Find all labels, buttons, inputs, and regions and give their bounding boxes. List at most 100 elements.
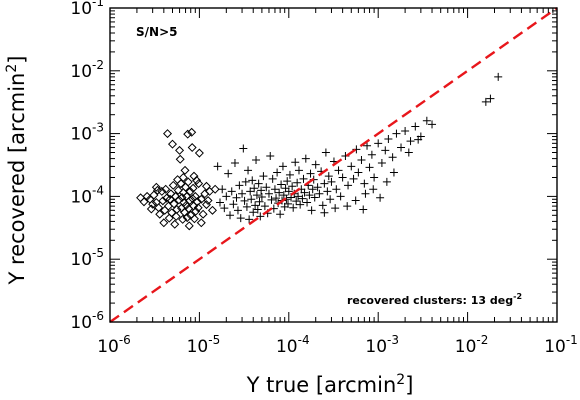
plus-data-point bbox=[397, 143, 406, 152]
diamond-data-point bbox=[194, 148, 204, 158]
plus-data-point bbox=[254, 179, 263, 188]
plus-data-point bbox=[334, 166, 343, 175]
plus-data-point bbox=[288, 182, 297, 191]
plus-data-point bbox=[222, 192, 231, 201]
plus-data-point bbox=[320, 208, 329, 217]
diamond-data-point bbox=[210, 184, 220, 194]
plus-data-point bbox=[277, 180, 286, 189]
plus-data-point bbox=[486, 94, 495, 103]
plus-data-point bbox=[363, 141, 372, 150]
diamond-data-point bbox=[158, 196, 168, 206]
plus-data-point bbox=[384, 135, 393, 144]
plus-data-point bbox=[365, 163, 374, 172]
plus-data-point bbox=[257, 186, 266, 195]
x-tick-label-exponent: -3 bbox=[387, 333, 399, 347]
plus-data-point bbox=[294, 166, 303, 175]
x-tick-label: 10-4 bbox=[276, 333, 310, 357]
plus-data-point bbox=[267, 195, 276, 204]
plus-data-point bbox=[349, 174, 358, 183]
plus-data-point bbox=[251, 201, 260, 210]
plus-data-point bbox=[401, 127, 410, 136]
plus-data-point bbox=[382, 177, 391, 186]
diamond-data-point bbox=[168, 180, 178, 190]
plus-data-point bbox=[275, 188, 284, 197]
diamond-data-point bbox=[151, 182, 161, 192]
plus-data-point bbox=[241, 177, 250, 186]
plus-data-point bbox=[344, 181, 353, 190]
diamond-data-point bbox=[189, 171, 199, 181]
y-tick-labels: 10-610-510-410-310-210-1 bbox=[70, 0, 104, 333]
plus-data-point bbox=[262, 183, 271, 192]
plus-data-point bbox=[324, 172, 333, 181]
y-tick-label-base: 10 bbox=[70, 313, 92, 333]
diamond-data-point bbox=[178, 172, 188, 183]
x-tick-label: 10-5 bbox=[187, 333, 221, 357]
plus-data-point bbox=[308, 185, 317, 194]
diamond-data-point bbox=[174, 195, 184, 205]
plus-data-point bbox=[230, 159, 239, 168]
plus-data-point bbox=[381, 146, 390, 155]
plus-data-point bbox=[294, 192, 303, 201]
plus-data-point bbox=[360, 179, 369, 188]
plus-data-point bbox=[253, 205, 262, 214]
diamond-data-point bbox=[201, 181, 211, 191]
diamond-data-point bbox=[175, 154, 185, 164]
diamond-data-point bbox=[183, 177, 193, 187]
plus-data-point bbox=[422, 116, 431, 125]
plus-data-point bbox=[257, 192, 266, 201]
diamond-data-point bbox=[194, 179, 204, 189]
y-tick-label-base: 10 bbox=[70, 62, 92, 82]
plus-data-point bbox=[323, 187, 332, 196]
x-tick-label-base: 10 bbox=[544, 337, 566, 357]
diamond-data-point bbox=[184, 221, 194, 231]
plus-data-point bbox=[481, 97, 490, 106]
plus-data-point bbox=[285, 170, 294, 179]
plus-data-point bbox=[321, 148, 330, 157]
plus-data-point bbox=[300, 188, 309, 197]
plus-data-point bbox=[255, 197, 264, 206]
plus-data-point bbox=[252, 191, 261, 200]
plus-data-point bbox=[332, 185, 341, 194]
plus-data-point bbox=[347, 162, 356, 171]
y-tick-label-exponent: -5 bbox=[92, 246, 104, 260]
plus-data-point bbox=[245, 215, 254, 224]
plus-data-point bbox=[343, 202, 352, 211]
plus-data-point bbox=[248, 176, 257, 185]
diamond-data-point bbox=[155, 209, 165, 219]
x-tick-label-base: 10 bbox=[365, 337, 387, 357]
plus-data-point bbox=[292, 197, 301, 206]
diamond-data-point bbox=[177, 193, 187, 203]
diamond-data-point bbox=[207, 205, 217, 215]
diamond-data-point bbox=[178, 214, 188, 224]
plus-data-point bbox=[377, 159, 386, 168]
plus-data-point bbox=[296, 200, 305, 209]
y-tick-label: 10-3 bbox=[70, 121, 104, 145]
plus-data-point bbox=[236, 214, 245, 223]
plus-data-point bbox=[392, 129, 401, 138]
plot-frame bbox=[109, 7, 558, 323]
diamond-data-point bbox=[180, 165, 190, 175]
x-tick-label: 10-2 bbox=[455, 333, 489, 357]
plus-data-point bbox=[289, 203, 298, 212]
y-tick-label: 10-2 bbox=[70, 58, 104, 82]
y-tick-label-exponent: -4 bbox=[92, 183, 104, 197]
plus-data-point bbox=[252, 155, 261, 164]
plus-data-point bbox=[389, 168, 398, 177]
plus-data-point bbox=[268, 174, 277, 183]
diamond-data-point bbox=[185, 196, 195, 206]
y-tick-label-base: 10 bbox=[70, 0, 92, 19]
plus-data-point bbox=[370, 173, 379, 182]
plus-data-point bbox=[232, 193, 241, 202]
y-tick-label-exponent: -3 bbox=[92, 121, 104, 135]
plus-data-point bbox=[283, 177, 292, 186]
diamond-data-point bbox=[183, 129, 193, 139]
x-axis-label-close: ] bbox=[405, 373, 413, 397]
plus-data-point bbox=[338, 173, 347, 182]
diamond-data-point bbox=[157, 186, 167, 196]
plus-data-point bbox=[281, 184, 290, 193]
diamond-data-point bbox=[185, 186, 195, 196]
plus-data-point bbox=[224, 169, 233, 178]
selection-annotation: S/N>5 bbox=[136, 25, 177, 39]
plus-data-point bbox=[299, 174, 308, 183]
plus-data-point bbox=[284, 187, 293, 196]
